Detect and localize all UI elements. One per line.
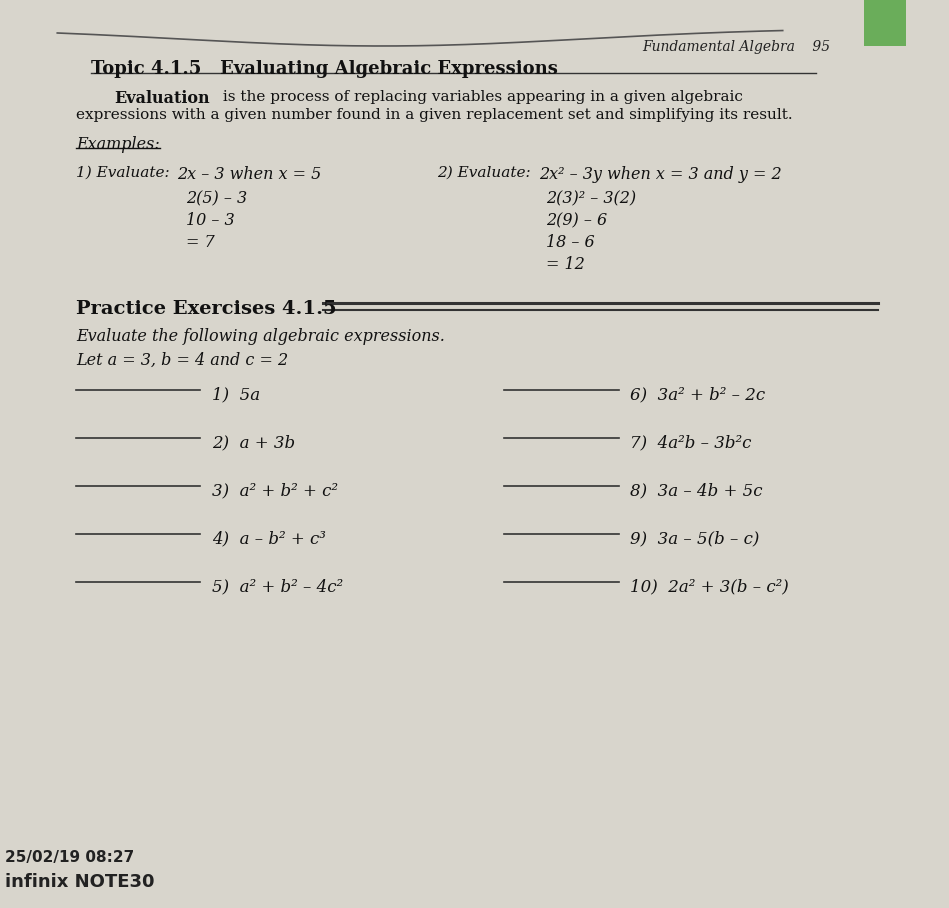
Text: 25/02/19 08:27: 25/02/19 08:27 xyxy=(5,850,134,865)
Text: 2)  a + 3b: 2) a + 3b xyxy=(212,434,295,451)
Text: Evaluation: Evaluation xyxy=(115,90,210,107)
Text: 2(5) – 3: 2(5) – 3 xyxy=(186,190,248,207)
FancyBboxPatch shape xyxy=(864,0,906,46)
Text: is the process of replacing variables appearing in a given algebraic: is the process of replacing variables ap… xyxy=(217,90,742,104)
Text: 1) Evaluate:: 1) Evaluate: xyxy=(76,166,170,180)
Text: Let a = 3, b = 4 and c = 2: Let a = 3, b = 4 and c = 2 xyxy=(76,352,288,369)
Text: Practice Exercises 4.1.5: Practice Exercises 4.1.5 xyxy=(76,300,337,318)
Text: Examples:: Examples: xyxy=(76,136,160,153)
Text: 5)  a² + b² – 4c²: 5) a² + b² – 4c² xyxy=(212,578,343,595)
Text: 9)  3a – 5(b – c): 9) 3a – 5(b – c) xyxy=(630,530,759,547)
Text: Evaluate the following algebraic expressions.: Evaluate the following algebraic express… xyxy=(76,328,445,345)
Text: 1)  5a: 1) 5a xyxy=(212,386,260,403)
Text: 8)  3a – 4b + 5c: 8) 3a – 4b + 5c xyxy=(630,482,762,499)
Text: 2) Evaluate:: 2) Evaluate: xyxy=(437,166,530,180)
Text: 18 – 6: 18 – 6 xyxy=(546,234,595,251)
Text: 2x² – 3y when x = 3 and y = 2: 2x² – 3y when x = 3 and y = 2 xyxy=(539,166,782,183)
Text: Fundamental Algebra    95: Fundamental Algebra 95 xyxy=(642,40,830,54)
Text: 6)  3a² + b² – 2c: 6) 3a² + b² – 2c xyxy=(630,386,765,403)
Text: infinix NOTE30: infinix NOTE30 xyxy=(5,873,155,891)
Text: = 7: = 7 xyxy=(186,234,214,251)
Text: 2(3)² – 3(2): 2(3)² – 3(2) xyxy=(546,190,636,207)
Text: 10)  2a² + 3(b – c²): 10) 2a² + 3(b – c²) xyxy=(630,578,789,595)
Text: expressions with a given number found in a given replacement set and simplifying: expressions with a given number found in… xyxy=(76,108,793,122)
Text: = 12: = 12 xyxy=(546,256,585,273)
Text: 10 – 3: 10 – 3 xyxy=(186,212,234,229)
Text: 2x – 3 when x = 5: 2x – 3 when x = 5 xyxy=(177,166,321,183)
Text: 7)  4a²b – 3b²c: 7) 4a²b – 3b²c xyxy=(630,434,752,451)
Text: 4)  a – b² + c³: 4) a – b² + c³ xyxy=(212,530,326,547)
Text: Topic 4.1.5   Evaluating Algebraic Expressions: Topic 4.1.5 Evaluating Algebraic Express… xyxy=(91,60,558,78)
Text: 3)  a² + b² + c²: 3) a² + b² + c² xyxy=(212,482,338,499)
Text: 2(9) – 6: 2(9) – 6 xyxy=(546,212,607,229)
